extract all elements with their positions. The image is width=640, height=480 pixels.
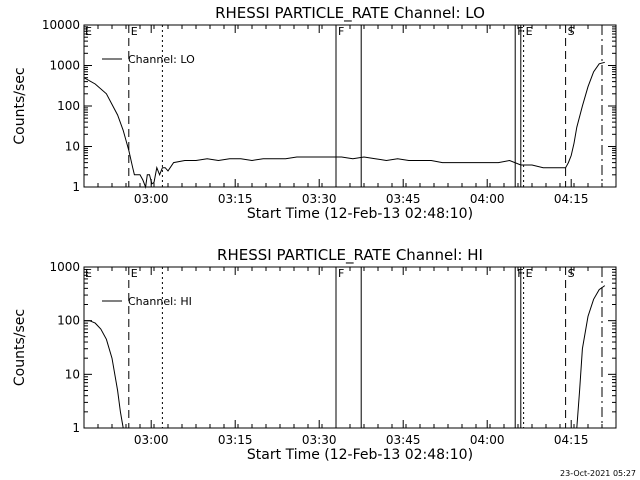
y-tick-label: 100 [57,314,80,328]
legend-label: Channel: LO [128,53,195,66]
legend-label: Channel: HI [128,295,192,308]
x-axis-label: Start Time (12-Feb-13 02:48:10) [247,447,473,463]
y-tick-label: 1 [72,421,80,435]
series-line [83,61,605,189]
event-marker-label: E [131,267,138,280]
x-axis-label: Start Time (12-Feb-13 02:48:10) [247,206,473,222]
x-tick-label: 03:00 [134,192,169,206]
x-tick-label: 03:30 [302,192,337,206]
x-tick-label: 03:15 [218,192,253,206]
event-marker-label: F [338,267,344,280]
y-tick-label: 10 [65,140,80,154]
y-tick-label: 1 [72,180,80,194]
y-tick-label: 10000 [42,18,80,32]
event-marker-label: E [85,25,92,38]
x-tick-label: 04:00 [470,192,505,206]
y-axis-label: Counts/sec [12,67,28,144]
x-tick-label: 03:45 [386,192,421,206]
x-tick-label: 03:30 [302,433,337,447]
event-marker-label: S [568,267,575,280]
panel-lo: RHESSI PARTICLE_RATE Channel: LO 1 10 100 10… [12,4,617,222]
x-tick-label: 03:45 [386,433,421,447]
event-marker-label: E [526,267,533,280]
plot-frame [83,24,617,188]
y-tick-label: 10 [65,367,80,381]
x-tick-label: 03:00 [134,433,169,447]
panel-hi: RHESSI PARTICLE_RATE Channel: HI 1 10 100 10… [12,246,617,463]
event-marker-label: S [568,25,575,38]
chart-title: RHESSI PARTICLE_RATE Channel: HI [217,246,483,265]
event-marker-label: E [131,25,138,38]
chart-title: RHESSI PARTICLE_RATE Channel: LO [215,4,485,23]
footer-timestamp: 23-Oct-2021 05:27 [560,469,636,478]
x-tick-label: 04:00 [470,433,505,447]
y-axis-label: Counts/sec [12,309,28,386]
x-tick-label: 04:15 [554,433,589,447]
event-marker-label: F [338,25,344,38]
series-line [576,285,606,429]
x-tick-label: 04:15 [554,192,589,206]
x-tick-label: 03:15 [218,433,253,447]
y-tick-label: 1000 [49,260,80,274]
plot-frame [83,266,617,429]
y-tick-label: 100 [57,99,80,113]
series-line [84,320,124,429]
event-marker-label: E [526,25,533,38]
event-marker-label: E [85,267,92,280]
y-tick-label: 1000 [49,59,80,73]
